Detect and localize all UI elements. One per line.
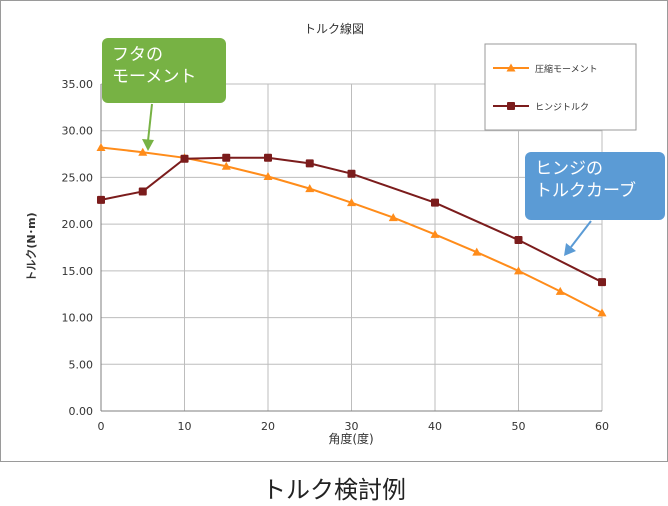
data-point xyxy=(305,159,314,168)
lid-callout-arrowhead xyxy=(142,139,154,151)
data-point xyxy=(555,286,565,295)
data-point xyxy=(430,229,440,238)
x-tick-label: 10 xyxy=(178,420,192,433)
lid-moment-callout: フタの モーメント xyxy=(102,38,226,103)
data-point xyxy=(222,153,231,162)
y-tick-label: 25.00 xyxy=(62,171,94,184)
series-line-2 xyxy=(100,156,603,283)
x-tick-label: 0 xyxy=(98,420,105,433)
legend-marker xyxy=(506,63,516,72)
hinge-curve-callout: ヒンジの トルクカーブ xyxy=(525,152,665,220)
data-point xyxy=(263,171,273,180)
torque-chart: 0.00 5.00 10.00 15.00 20.00 25.00 30.00 35.00 0 1… xyxy=(25,21,637,446)
data-point xyxy=(598,278,606,287)
data-point xyxy=(264,153,272,162)
lid-callout-line-1: フタの xyxy=(112,45,163,65)
data-point xyxy=(138,187,147,196)
y-tick-label: 20.00 xyxy=(62,218,94,231)
legend-box xyxy=(484,43,637,131)
legend-label: ヒンジトルク xyxy=(535,102,589,113)
x-tick-label: 50 xyxy=(512,420,526,433)
data-point xyxy=(347,198,356,207)
y-tick-label: 35.00 xyxy=(62,78,94,91)
lid-callout-arrow xyxy=(147,103,153,142)
x-tick-label: 20 xyxy=(261,420,275,433)
chart-frame: 0.00 5.00 10.00 15.00 20.00 25.00 30.00 35.00 0 1… xyxy=(0,0,668,462)
hinge-callout-line-2: トルクカーブ xyxy=(535,181,636,201)
x-axis-label: 角度(度) xyxy=(328,431,373,446)
data-point xyxy=(221,161,231,170)
data-point xyxy=(388,213,398,222)
legend-marker xyxy=(507,102,515,110)
hinge-callout-line-1: ヒンジの xyxy=(535,159,603,179)
lid-callout-line-2: モーメント xyxy=(112,67,197,87)
data-point xyxy=(180,154,189,163)
data-point xyxy=(97,195,105,204)
y-tick-label: 5.00 xyxy=(69,358,94,371)
data-point xyxy=(597,308,607,317)
data-point xyxy=(431,198,439,207)
y-tick-label: 0.00 xyxy=(69,405,94,418)
chart-title: トルク線図 xyxy=(304,21,364,36)
x-tick-label: 40 xyxy=(428,420,442,433)
data-point xyxy=(472,247,482,256)
y-axis-label: トルク(N･m) xyxy=(25,212,38,281)
legend-label: 圧縮モーメント xyxy=(535,63,598,75)
data-point xyxy=(138,147,148,156)
data-point xyxy=(347,169,356,178)
x-tick-label: 60 xyxy=(595,420,609,433)
y-tick-label: 10.00 xyxy=(62,312,94,325)
y-tick-label: 30.00 xyxy=(62,125,94,138)
data-point xyxy=(96,143,106,152)
data-point xyxy=(514,236,523,245)
y-tick-label: 15.00 xyxy=(62,265,94,278)
x-tick-label: 30 xyxy=(345,420,359,433)
hinge-callout-arrowhead xyxy=(564,243,576,256)
hinge-callout-arrow xyxy=(570,220,592,248)
data-point xyxy=(514,266,523,275)
data-point xyxy=(305,184,315,193)
figure-caption: トルク検討例 xyxy=(262,476,406,504)
